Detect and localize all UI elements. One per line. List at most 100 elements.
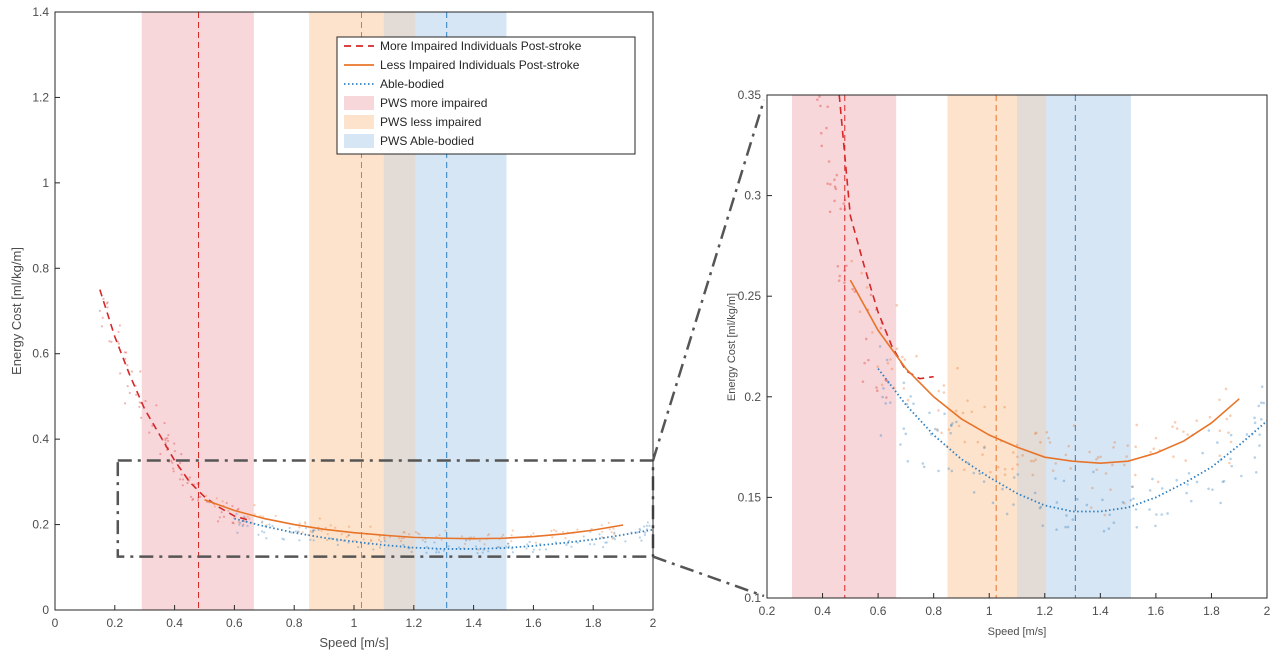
- full-scatter-point: [544, 548, 548, 551]
- full-x-tick-label: 0.6: [226, 616, 243, 630]
- full-scatter-point: [435, 551, 438, 554]
- zoom-scatter-point: [949, 431, 952, 435]
- full-scatter-point: [601, 530, 604, 533]
- full-scatter-point: [564, 537, 567, 540]
- zoom-scatter-point: [1262, 401, 1266, 405]
- full-scatter-point: [236, 531, 239, 534]
- full-scatter-point: [613, 531, 616, 534]
- full-scatter-point: [192, 497, 195, 501]
- full-scatter-point: [296, 530, 300, 533]
- zoom-scatter-point: [962, 468, 966, 471]
- zoom-scatter-point: [1221, 480, 1225, 484]
- zoom-scatter-point: [1258, 444, 1261, 447]
- zoom-scatter-point: [947, 428, 951, 431]
- legend-entry-4: PWS more impaired: [380, 96, 487, 110]
- full-scatter-point: [378, 535, 382, 538]
- zoom-scatter-point: [871, 331, 874, 334]
- full-scatter-point: [181, 478, 185, 481]
- full-scatter-point: [383, 539, 386, 543]
- zoom-scatter-point: [1152, 447, 1155, 450]
- full-scatter-point: [326, 533, 329, 536]
- zoom-scatter-point: [1222, 479, 1226, 483]
- zoom-scatter-point: [1227, 431, 1230, 434]
- zoom-scatter-point: [1154, 524, 1157, 528]
- zoom-scatter-point: [1207, 429, 1211, 432]
- zoom-scatter-point: [1112, 521, 1116, 525]
- full-scatter-point: [607, 521, 610, 525]
- zoom-scatter-point: [1254, 470, 1258, 474]
- full-scatter-point: [477, 548, 480, 551]
- zoom-scatter-point: [860, 271, 864, 275]
- full-scatter-point: [600, 524, 603, 527]
- zoom-scatter-point: [1218, 429, 1222, 433]
- full-scatter-point: [263, 531, 266, 534]
- full-scatter-point: [298, 522, 301, 525]
- zoom-scatter-point: [1172, 455, 1175, 458]
- zoom-scatter-point: [826, 182, 829, 185]
- legend-swatch-6: [344, 134, 374, 148]
- zoom-x-tick-label: 1: [986, 604, 993, 618]
- zoom-scatter-point: [1055, 501, 1059, 504]
- full-scatter-point: [304, 527, 308, 530]
- full-y-tick-label: 0.4: [32, 432, 49, 446]
- full-scatter-point: [433, 541, 436, 544]
- full-scatter-point: [139, 370, 142, 373]
- full-scatter-point: [369, 525, 372, 528]
- full-y-tick-label: 0: [42, 603, 49, 617]
- legend-entry-2: Less Impaired Individuals Post-stroke: [380, 58, 580, 72]
- full-scatter-point: [510, 534, 513, 537]
- zoom-series-less-impaired: [849, 279, 1240, 464]
- legend-box: [336, 36, 636, 155]
- full-scatter-point: [227, 509, 230, 512]
- zoom-scatter-point: [819, 131, 823, 135]
- full-scatter-point: [213, 505, 216, 508]
- full-series-more-impaired: [99, 289, 250, 522]
- full-x-tick-label: 1.8: [585, 616, 602, 630]
- full-y-tick-label: 1.2: [32, 90, 49, 104]
- zoom-scatter-point: [936, 429, 939, 432]
- full-scatter-point: [164, 442, 167, 445]
- full-scatter-point: [593, 543, 596, 546]
- full-x-tick-label: 1: [351, 616, 358, 630]
- full-scatter-point: [126, 364, 129, 367]
- zoom-scatter-point: [1095, 458, 1098, 461]
- full-scatter-point: [347, 525, 351, 528]
- full-scatter-point: [188, 476, 192, 479]
- full-scatter-point: [551, 536, 554, 539]
- zoom-scatter-point: [1218, 454, 1222, 457]
- full-scatter-point: [354, 539, 357, 542]
- zoom-scatter-point: [1187, 471, 1191, 475]
- full-scatter-point: [98, 309, 101, 312]
- full-scatter-point: [496, 545, 500, 549]
- full-scatter-point: [463, 542, 467, 546]
- zoom-scatter-point: [1184, 459, 1187, 462]
- zoom-scatter-point: [1096, 456, 1100, 459]
- full-scatter-point: [582, 535, 585, 538]
- full-scatter-point: [125, 351, 128, 354]
- full-scatter-point: [487, 533, 491, 536]
- zoom-scatter-point: [963, 440, 967, 444]
- full-scatter-point: [645, 524, 648, 527]
- full-scatter-point: [271, 524, 274, 528]
- zoom-scatter-point: [836, 264, 840, 268]
- zoom-scatter-point: [895, 347, 899, 351]
- full-scatter-point: [262, 515, 265, 518]
- zoom-scatter-point: [950, 469, 954, 473]
- zoom-scatter-point: [942, 391, 946, 394]
- full-scatter-point: [220, 511, 223, 514]
- full-scatter-point: [117, 330, 120, 334]
- full-x-tick-label: 2: [650, 616, 657, 630]
- zoom-y-tick-label: 0.3: [744, 189, 761, 203]
- full-scatter-point: [357, 545, 360, 549]
- zoom-scatter-point: [904, 432, 908, 436]
- full-scatter-point: [372, 548, 375, 551]
- zoom-scatter-point: [1130, 485, 1134, 488]
- zoom-scatter-point: [1012, 451, 1015, 454]
- zoom-scatter-point: [1155, 513, 1158, 516]
- zoom-scatter-point: [839, 207, 842, 211]
- zoom-scatter-point: [1208, 415, 1212, 419]
- full-scatter-point: [144, 399, 147, 403]
- zoom-scatter-point: [1175, 478, 1179, 482]
- zoom-scatter-point: [1253, 421, 1257, 425]
- zoom-scatter-point: [1067, 444, 1070, 448]
